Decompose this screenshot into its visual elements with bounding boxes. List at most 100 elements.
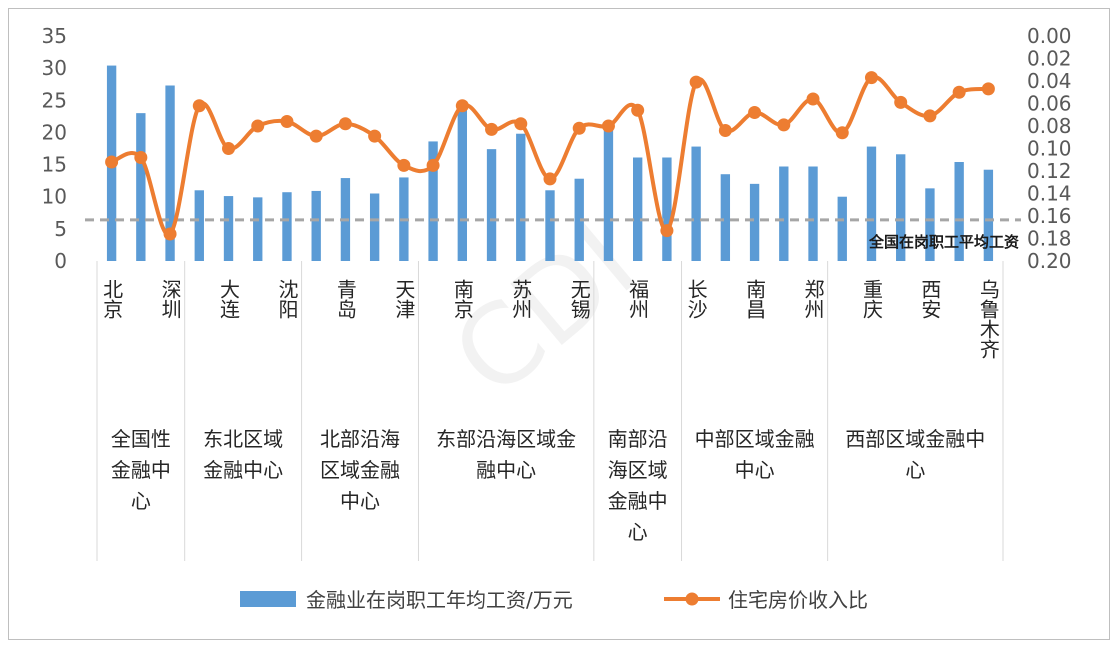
line-point [309,129,323,143]
line-point [251,119,265,133]
group-label-line: 北部沿海 [320,427,400,451]
line-point [280,115,294,128]
category-label: 大连 [217,279,241,319]
group-label-line: 融中心 [476,458,536,482]
bar [311,190,321,261]
bar [428,141,438,261]
right-y-tick-label: 0.00 [1027,24,1072,48]
line-point [864,71,878,85]
group-label-line: 中部区域金融 [695,427,815,451]
chart-frame: CDI 0 5 10 15 20 25 30 35 0.00 0.02 0.04 0.06 0.08 0… [8,8,1110,640]
line-point [105,155,119,169]
line-point [952,85,966,99]
category-label: 天津 [392,279,416,319]
category-label: 北京 [100,279,124,319]
bar [369,193,380,261]
line-point [835,126,849,140]
line-point [631,103,645,117]
right-y-tick-label: 0.02 [1027,47,1072,71]
category-label: 南昌 [743,279,767,319]
group-label-line: 心 [628,520,648,544]
category-label: 西安 [918,279,942,319]
left-y-tick-label: 20 [42,120,67,144]
bar [779,166,789,261]
group-label-line: 金融中 [608,489,668,513]
bar [253,197,263,261]
category-label: 乌鲁木齐 [976,279,1000,359]
group-axis: 全国性金融中心东北区域金融中心北部沿海区域金融中心东部沿海区域金融中心南部沿海区… [96,261,1004,561]
bar [749,183,760,261]
category-label: 福州 [626,279,650,319]
category-label: 深圳 [158,279,182,319]
category-label: 南京 [450,279,474,319]
group-label: 南部沿海区域金融中心 [608,427,668,544]
line-point [192,99,206,113]
category-label: 无锡 [567,279,591,319]
bar [545,190,555,261]
line-point [572,121,586,135]
line-point [660,224,674,238]
bar [837,196,847,261]
bar [516,133,526,261]
bar [983,169,994,261]
bar [574,178,584,261]
group-label-line: 金融中心 [203,458,283,482]
bar [866,146,877,261]
left-y-axis: 0 5 10 15 20 25 30 35 [42,24,67,273]
group-label: 中部区域金融中心 [695,427,815,482]
line-point [397,158,411,172]
group-label-line: 西部区域金融中 [845,427,985,451]
right-y-tick-label: 0.12 [1027,159,1072,183]
bar [662,157,672,261]
category-label: 重庆 [859,279,883,319]
line-series [105,71,995,241]
group-label-line: 东部沿海区域金 [436,427,576,451]
left-y-tick-label: 10 [42,185,67,209]
line-point [894,95,908,109]
group-label-line: 金融中 [111,458,171,482]
bar [223,196,234,261]
left-y-tick-label: 30 [42,56,67,80]
bar [194,190,204,261]
right-y-tick-label: 0.06 [1027,92,1072,116]
line-point [163,227,177,241]
group-label-line: 心 [131,489,151,513]
category-label: 沈阳 [275,279,299,319]
legend-bar-label: 金融业在岗职工年均工资/万元 [306,588,573,612]
bar [720,174,731,261]
left-y-tick-label: 0 [54,249,67,273]
line-point [134,151,148,164]
bar [486,149,497,261]
line-point [485,122,499,136]
group-label-line: 中心 [735,458,775,482]
group-label-line: 南部沿 [608,427,668,451]
group-label-line: 全国性 [111,427,171,451]
bar [925,188,935,261]
right-y-tick-label: 0.08 [1027,114,1072,138]
group-label-line: 中心 [340,489,380,513]
legend: 金融业在岗职工年均工资/万元 住宅房价收入比 [240,588,868,612]
left-y-tick-label: 35 [42,24,67,48]
legend-bar-swatch [240,591,296,607]
category-label: 郑州 [801,279,825,319]
group-label-line: 海区域 [608,458,668,482]
line-point [806,92,820,106]
legend-line-label: 住宅房价收入比 [728,588,868,612]
group-label-line: 心 [905,458,925,482]
line-point [222,142,236,155]
bar [282,192,292,261]
line-point [601,119,615,133]
line-point [514,117,528,131]
left-y-tick-label: 15 [42,153,67,177]
right-y-tick-label: 0.10 [1027,137,1072,161]
right-y-axis: 0.000.020.040.060.080.100.120.140.160.18… [1027,24,1072,273]
bar [165,85,175,261]
right-y-tick-label: 0.04 [1027,69,1072,93]
line-point [923,109,937,123]
group-label: 北部沿海区域金融中心 [320,427,400,513]
group-label: 东部沿海区域金融中心 [436,427,576,482]
bar [136,113,146,262]
line-point [718,124,732,137]
reference-line-group: 全国在岗职工平均工资 [85,218,1021,251]
line-point [368,129,382,143]
